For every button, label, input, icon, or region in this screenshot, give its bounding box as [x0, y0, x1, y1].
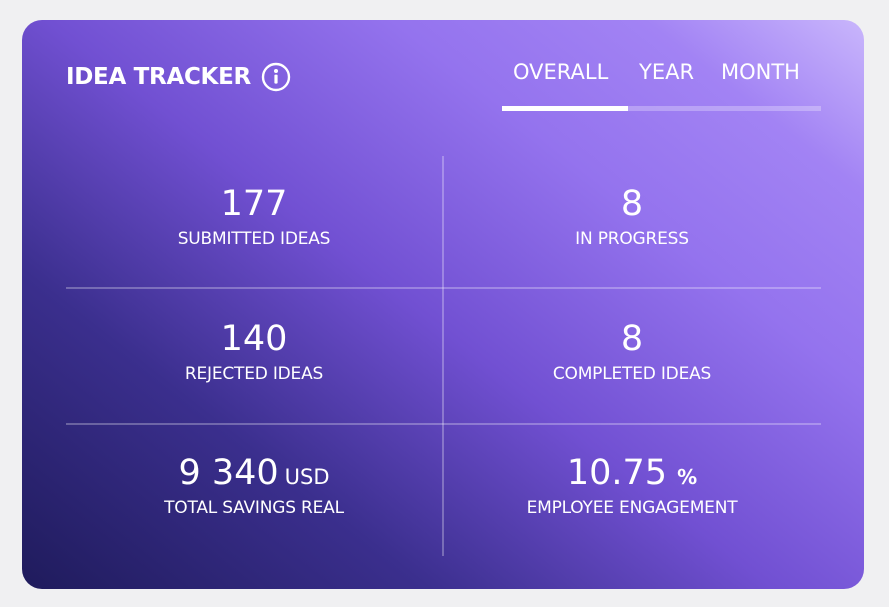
stat-label: REJECTED IDEAS — [184, 364, 324, 384]
tab-track — [502, 106, 821, 111]
stat-label: COMPLETED IDEAS — [552, 364, 712, 384]
stat-employee-engagement: 10.75% EMPLOYEE ENGAGEMENT — [444, 452, 820, 519]
tab-overall[interactable]: OVERALL — [513, 60, 609, 84]
stat-label: SUBMITTED IDEAS — [177, 229, 331, 249]
stat-unit: % — [677, 465, 698, 489]
grid-horizontal-divider — [66, 287, 821, 289]
stat-value: 8 — [620, 319, 644, 359]
grid-vertical-divider — [442, 156, 444, 556]
grid-horizontal-divider — [66, 423, 821, 425]
stat-value: 8 — [620, 184, 644, 224]
stat-label: EMPLOYEE ENGAGEMENT — [526, 498, 738, 518]
stat-unit: USD — [284, 465, 330, 489]
info-circle-icon[interactable] — [261, 62, 291, 92]
stat-total-savings: 9 340 USD TOTAL SAVINGS REAL — [66, 452, 442, 519]
idea-tracker-card: IDEA TRACKER OVERALL YEAR MONTH 177 SUBM… — [22, 20, 864, 589]
stat-in-progress: 8 IN PROGRESS — [444, 183, 820, 250]
period-tabs: OVERALL YEAR MONTH — [502, 60, 821, 112]
stat-label: TOTAL SAVINGS REAL — [164, 498, 344, 518]
stat-value: 140 — [220, 319, 288, 359]
stat-label: IN PROGRESS — [575, 229, 689, 249]
stat-value: 9 340 USD — [178, 453, 330, 493]
stat-value: 10.75% — [566, 453, 698, 493]
tab-year[interactable]: YEAR — [639, 60, 695, 84]
active-tab-indicator — [502, 106, 628, 111]
card-header: IDEA TRACKER — [66, 58, 291, 96]
stat-submitted-ideas: 177 SUBMITTED IDEAS — [66, 183, 442, 250]
stat-completed-ideas: 8 COMPLETED IDEAS — [444, 318, 820, 385]
tab-month[interactable]: MONTH — [721, 60, 800, 84]
stat-rejected-ideas: 140 REJECTED IDEAS — [66, 318, 442, 385]
card-title: IDEA TRACKER — [66, 64, 251, 90]
stat-value: 177 — [220, 184, 288, 224]
